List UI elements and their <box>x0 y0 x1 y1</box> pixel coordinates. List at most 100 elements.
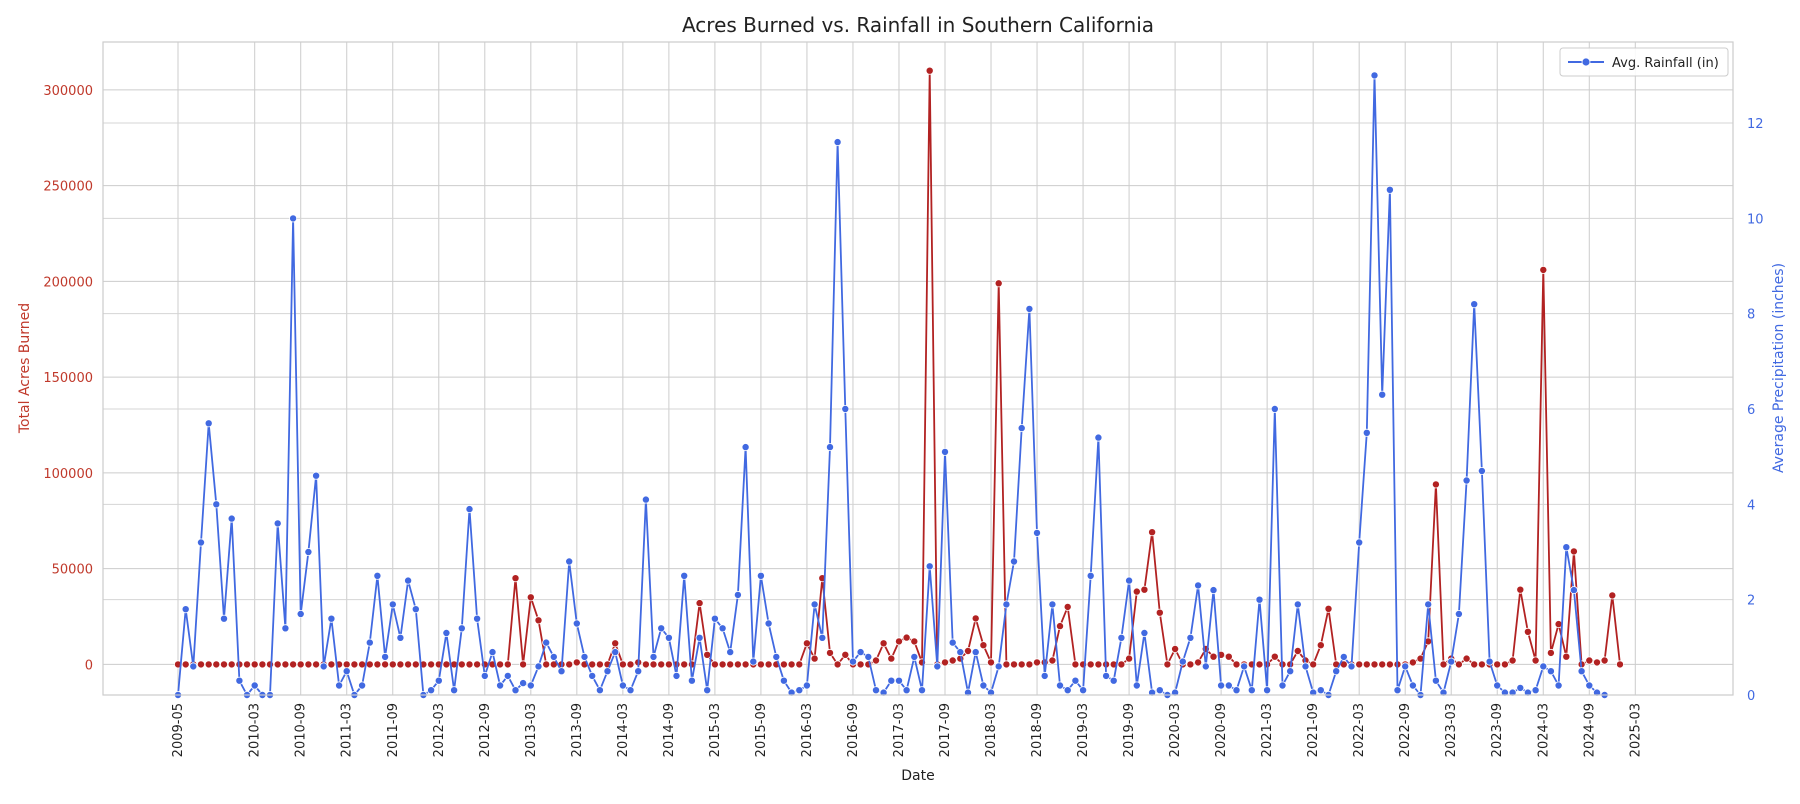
data-point <box>779 660 788 669</box>
data-point <box>1546 667 1555 676</box>
data-point <box>1117 633 1126 642</box>
data-point <box>1370 71 1379 80</box>
data-point <box>795 660 804 669</box>
data-point <box>971 648 980 657</box>
data-point <box>971 614 980 623</box>
data-point <box>519 660 528 669</box>
data-point <box>396 660 405 669</box>
data-point <box>933 662 942 671</box>
data-point <box>1378 660 1387 669</box>
data-point <box>319 662 328 671</box>
data-point <box>342 660 351 669</box>
data-point <box>1117 660 1126 669</box>
data-point <box>496 681 505 690</box>
data-point <box>1017 424 1026 433</box>
data-point <box>680 660 689 669</box>
data-point <box>196 538 205 547</box>
x-tick-label: 2011-09 <box>386 703 401 757</box>
data-point <box>1186 660 1195 669</box>
data-point <box>457 660 466 669</box>
data-point <box>948 638 957 647</box>
data-point <box>1539 265 1548 274</box>
x-tick-label: 2015-03 <box>708 703 723 757</box>
data-point <box>1493 660 1502 669</box>
data-point <box>1232 660 1241 669</box>
data-point <box>664 660 673 669</box>
data-point <box>695 633 704 642</box>
data-point <box>1240 662 1249 671</box>
data-point <box>473 614 482 623</box>
data-point <box>557 667 566 676</box>
data-point <box>879 639 888 648</box>
data-point <box>948 656 957 665</box>
x-tick-label: 2011-03 <box>340 703 355 757</box>
data-point <box>695 599 704 608</box>
data-point <box>289 660 298 669</box>
data-point <box>1477 660 1486 669</box>
data-point <box>526 681 535 690</box>
data-point <box>718 624 727 633</box>
data-point <box>503 660 512 669</box>
data-point <box>1056 681 1065 690</box>
data-point <box>1224 652 1233 661</box>
data-point <box>1431 676 1440 685</box>
data-point <box>281 624 290 633</box>
data-point <box>1585 681 1594 690</box>
data-point <box>1309 660 1318 669</box>
data-point <box>1500 660 1509 669</box>
data-point <box>1125 576 1134 585</box>
data-point <box>427 660 436 669</box>
data-point <box>802 639 811 648</box>
data-point <box>242 660 251 669</box>
y-right-tick-label: 8 <box>1747 308 1755 323</box>
data-point <box>411 660 420 669</box>
data-point <box>1470 660 1479 669</box>
data-point <box>1278 681 1287 690</box>
plot-frame <box>102 41 1734 696</box>
data-point <box>388 660 397 669</box>
data-point <box>802 681 811 690</box>
data-point <box>1178 657 1187 666</box>
data-point <box>1608 591 1617 600</box>
data-point <box>204 660 213 669</box>
data-point <box>1531 656 1540 665</box>
data-point <box>918 686 927 695</box>
data-point <box>1209 652 1218 661</box>
data-point <box>1201 662 1210 671</box>
data-point <box>365 660 374 669</box>
data-point <box>404 660 413 669</box>
x-tick-label: 2016-09 <box>846 703 861 757</box>
x-tick-label: 2021-09 <box>1306 703 1321 757</box>
data-point <box>1140 629 1149 638</box>
data-point <box>603 667 612 676</box>
y-right-tick-label: 4 <box>1747 498 1755 513</box>
data-point <box>887 676 896 685</box>
data-point <box>273 660 282 669</box>
data-point <box>442 629 451 638</box>
data-point <box>1293 647 1302 656</box>
data-point <box>618 660 627 669</box>
data-point <box>542 638 551 647</box>
data-point <box>1132 587 1141 596</box>
data-point <box>411 605 420 614</box>
data-point <box>826 443 835 452</box>
data-point <box>1263 686 1272 695</box>
data-point <box>1040 671 1049 680</box>
data-point <box>565 660 574 669</box>
data-point <box>956 648 965 657</box>
x-tick-label: 2014-09 <box>662 703 677 757</box>
data-point <box>296 660 305 669</box>
data-point <box>1385 660 1394 669</box>
data-point <box>833 660 842 669</box>
data-point <box>634 667 643 676</box>
data-point <box>1393 686 1402 695</box>
data-point <box>1531 686 1540 695</box>
data-point <box>895 637 904 646</box>
data-point <box>1025 660 1034 669</box>
x-tick-label: 2019-03 <box>1076 703 1091 757</box>
data-point <box>741 443 750 452</box>
data-point <box>756 660 765 669</box>
data-point <box>1071 660 1080 669</box>
data-point <box>618 681 627 690</box>
data-point <box>1010 660 1019 669</box>
